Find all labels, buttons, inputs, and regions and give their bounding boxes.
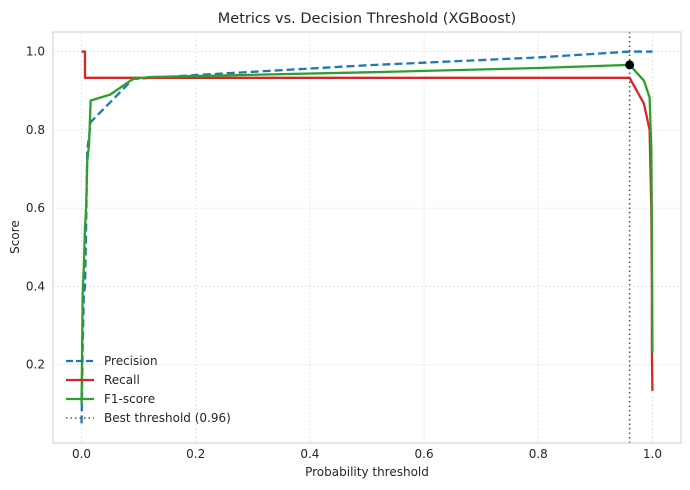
x-tick-label: 0.8 xyxy=(529,447,548,461)
y-tick-label: 0.8 xyxy=(26,123,45,137)
x-tick-label: 0.6 xyxy=(415,447,434,461)
y-tick-labels: 0.2 0.4 0.6 0.8 1.0 xyxy=(26,45,45,372)
y-axis-title: Score xyxy=(8,220,22,254)
legend: Precision Recall F1-score Best threshold (0… xyxy=(66,354,231,425)
y-tick-label: 1.0 xyxy=(26,45,45,59)
x-tick-label: 1.0 xyxy=(643,447,662,461)
x-tick-label: 0.4 xyxy=(300,447,319,461)
legend-label: Recall xyxy=(104,373,140,387)
x-tick-label: 0.2 xyxy=(186,447,205,461)
best-threshold-marker xyxy=(625,60,635,70)
y-tick-label: 0.2 xyxy=(26,358,45,372)
plot-frame xyxy=(52,31,682,444)
y-tick-label: 0.6 xyxy=(26,201,45,215)
plot-area: 0.0 0.2 0.4 0.6 0.8 1.0 0.2 0.4 0.6 0.8 1.0 xyxy=(26,31,682,461)
plot-background xyxy=(53,32,681,443)
legend-label: Best threshold (0.96) xyxy=(104,411,231,425)
y-tick-label: 0.4 xyxy=(26,279,45,293)
best-threshold-group xyxy=(625,32,635,443)
x-axis-title: Probability threshold xyxy=(305,465,429,479)
legend-label: F1-score xyxy=(104,392,155,406)
chart-title: Metrics vs. Decision Threshold (XGBoost) xyxy=(218,11,516,27)
legend-label: Precision xyxy=(104,354,158,368)
series-line-f1-score xyxy=(80,63,654,404)
x-tick-labels: 0.0 0.2 0.4 0.6 0.8 1.0 xyxy=(72,447,662,461)
series-lines xyxy=(80,50,654,424)
x-tick-label: 0.0 xyxy=(72,447,91,461)
